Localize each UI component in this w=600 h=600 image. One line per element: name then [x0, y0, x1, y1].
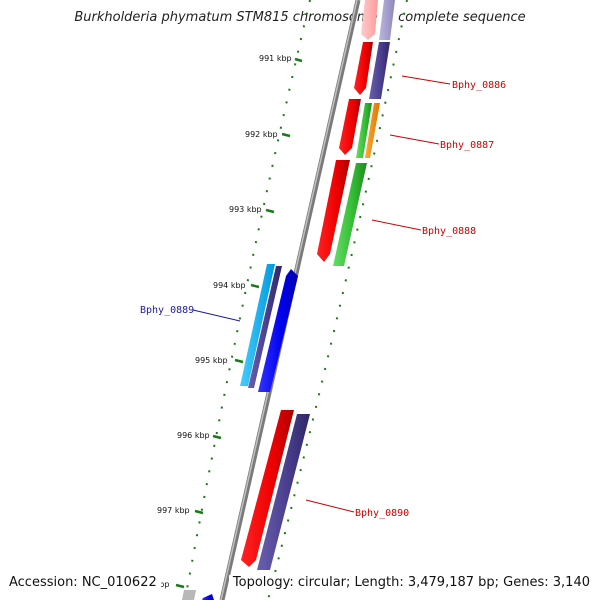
kbp-label-996: 996 kbp: [177, 431, 210, 440]
gene-feature-bphy-0888[interactable]: [317, 160, 367, 266]
kbp-label-992: 992 kbp: [245, 130, 278, 139]
kbp-label-995: 995 kbp: [195, 356, 228, 365]
gene-feature-bphy-0886[interactable]: [354, 42, 390, 99]
gene-feature-bphy-0887[interactable]: [339, 99, 380, 158]
map-title: Burkholderia phymatum STM815 chromosome …: [74, 10, 526, 25]
gene-feature-bottom: [182, 590, 214, 600]
gene-feature-top: [361, 0, 395, 40]
kbp-label-991: 991 kbp: [259, 54, 292, 63]
gene-feature-bphy-0890[interactable]: [241, 410, 310, 570]
gene-labels: Bphy_0886 Bphy_0887 Bphy_0888 Bphy_0889 …: [140, 80, 506, 519]
kbp-label-994: 994 kbp: [213, 281, 246, 290]
summary-text: Topology: circular; Length: 3,479,187 bp…: [228, 575, 590, 591]
major-ticks: [175, 57, 303, 589]
gene-label-bphy-0886: Bphy_0886: [452, 80, 506, 91]
gene-label-bphy-0889: Bphy_0889: [140, 305, 194, 316]
gene-label-bphy-0888: Bphy_0888: [422, 226, 476, 237]
kbp-label-993: 993 kbp: [229, 205, 262, 214]
gene-feature-bphy-0889[interactable]: [240, 264, 298, 392]
accession-text: Accession: NC_010622: [9, 575, 161, 591]
kbp-label-997: 997 kbp: [157, 506, 190, 515]
gene-label-bphy-0887: Bphy_0887: [440, 140, 494, 151]
gene-label-bphy-0890: Bphy_0890: [355, 508, 409, 519]
leader-lines: [192, 75, 451, 513]
position-labels: 991 kbp 992 kbp 993 kbp 994 kbp 995 kbp …: [147, 54, 292, 589]
